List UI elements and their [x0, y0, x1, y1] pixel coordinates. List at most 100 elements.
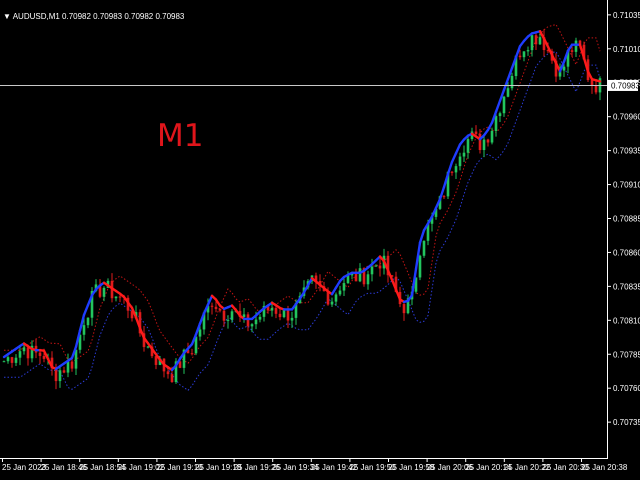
candle-body — [138, 312, 142, 334]
candle — [10, 356, 14, 368]
candle-body — [30, 345, 34, 359]
x-tick-label: 25 Jan 18:46 — [41, 463, 88, 472]
candle-body — [454, 166, 458, 173]
candle-body — [346, 275, 350, 284]
trend-segment — [514, 44, 522, 59]
candle — [190, 348, 194, 356]
trend-segment — [386, 269, 394, 281]
candle-body — [214, 306, 218, 309]
candle — [278, 308, 282, 321]
candle — [146, 345, 150, 349]
candle-body — [498, 113, 502, 117]
candle-body — [90, 290, 94, 318]
x-tick-label: 25 Jan 19:42 — [311, 463, 358, 472]
candle-body — [190, 353, 194, 355]
candle — [442, 194, 446, 200]
candle — [574, 37, 578, 58]
candle-body — [334, 294, 338, 302]
candle — [454, 163, 458, 180]
x-tick-label: 25 Jan 20:38 — [581, 463, 628, 472]
candle-body — [174, 361, 178, 383]
trend-segment — [134, 316, 142, 330]
candle-body — [578, 40, 582, 45]
candle — [290, 311, 294, 329]
candle — [218, 308, 222, 313]
candle — [342, 278, 346, 296]
upper-band-line — [4, 23, 601, 364]
candle-body — [402, 304, 406, 314]
candle-body — [230, 311, 234, 320]
candle-body — [566, 50, 570, 67]
x-tick-label: 25 Jan 19:50 — [349, 463, 396, 472]
candle-body — [170, 374, 174, 383]
candle — [66, 353, 70, 378]
candle-body — [546, 50, 550, 52]
trend-segment — [174, 357, 182, 367]
candle — [510, 72, 514, 91]
candle-body — [490, 130, 494, 143]
candle — [6, 355, 10, 364]
candle-body — [326, 291, 330, 305]
candle — [242, 307, 246, 323]
trend-segment — [578, 43, 586, 60]
trend-segment — [550, 53, 558, 65]
candle-body — [542, 37, 546, 51]
candle-body — [178, 361, 182, 368]
candle-body — [150, 346, 154, 357]
candle — [102, 286, 106, 302]
trend-segment — [438, 185, 446, 201]
candle-body — [518, 55, 522, 58]
candle-body — [438, 196, 442, 209]
candle-body — [446, 171, 450, 197]
candle-body — [146, 346, 150, 348]
candle — [246, 312, 250, 332]
candle-body — [118, 296, 122, 298]
candle — [258, 314, 262, 323]
candle — [118, 295, 122, 303]
trend-segment — [454, 143, 462, 155]
candle-body — [418, 255, 422, 278]
candle-body — [210, 305, 214, 307]
candle — [262, 301, 266, 322]
candle-body — [558, 70, 562, 77]
candle — [210, 302, 214, 315]
candle — [114, 296, 118, 302]
candle-body — [114, 296, 118, 299]
candle-body — [314, 275, 318, 281]
trend-segment — [202, 303, 210, 315]
trend-line-group — [2, 30, 602, 372]
y-tick-label: 0.70860 — [613, 248, 640, 257]
candle-body — [226, 319, 230, 321]
candle — [502, 95, 506, 117]
candle-body — [494, 116, 498, 131]
candle-body — [42, 355, 46, 359]
candle — [414, 277, 418, 294]
candle-body — [462, 152, 466, 157]
trend-segment — [498, 88, 506, 103]
trend-segment — [334, 279, 342, 289]
candle-body — [470, 131, 474, 140]
candle-body — [6, 357, 10, 362]
candle — [230, 309, 234, 323]
x-tick-label: 25 Jan 20:22 — [504, 463, 551, 472]
candle-body — [366, 274, 370, 285]
trend-segment — [330, 286, 338, 296]
x-tick-label: 25 Jan 20:06 — [427, 463, 474, 472]
candle — [506, 82, 510, 98]
candle — [562, 63, 566, 77]
candle-body — [66, 361, 70, 373]
trend-segment — [394, 288, 402, 301]
trend-segment — [546, 45, 554, 57]
x-tick-label: 25 Jan 20:30 — [542, 463, 589, 472]
candle-body — [386, 255, 390, 276]
upper-band-group — [4, 23, 601, 364]
candle-body — [294, 303, 298, 318]
candle — [334, 292, 338, 306]
y-tick-label: 0.71035 — [613, 11, 640, 20]
trend-segment — [130, 306, 138, 319]
candle-body — [186, 349, 190, 354]
candle-body — [362, 268, 366, 285]
trend-segment — [82, 303, 90, 317]
candle — [214, 300, 218, 313]
